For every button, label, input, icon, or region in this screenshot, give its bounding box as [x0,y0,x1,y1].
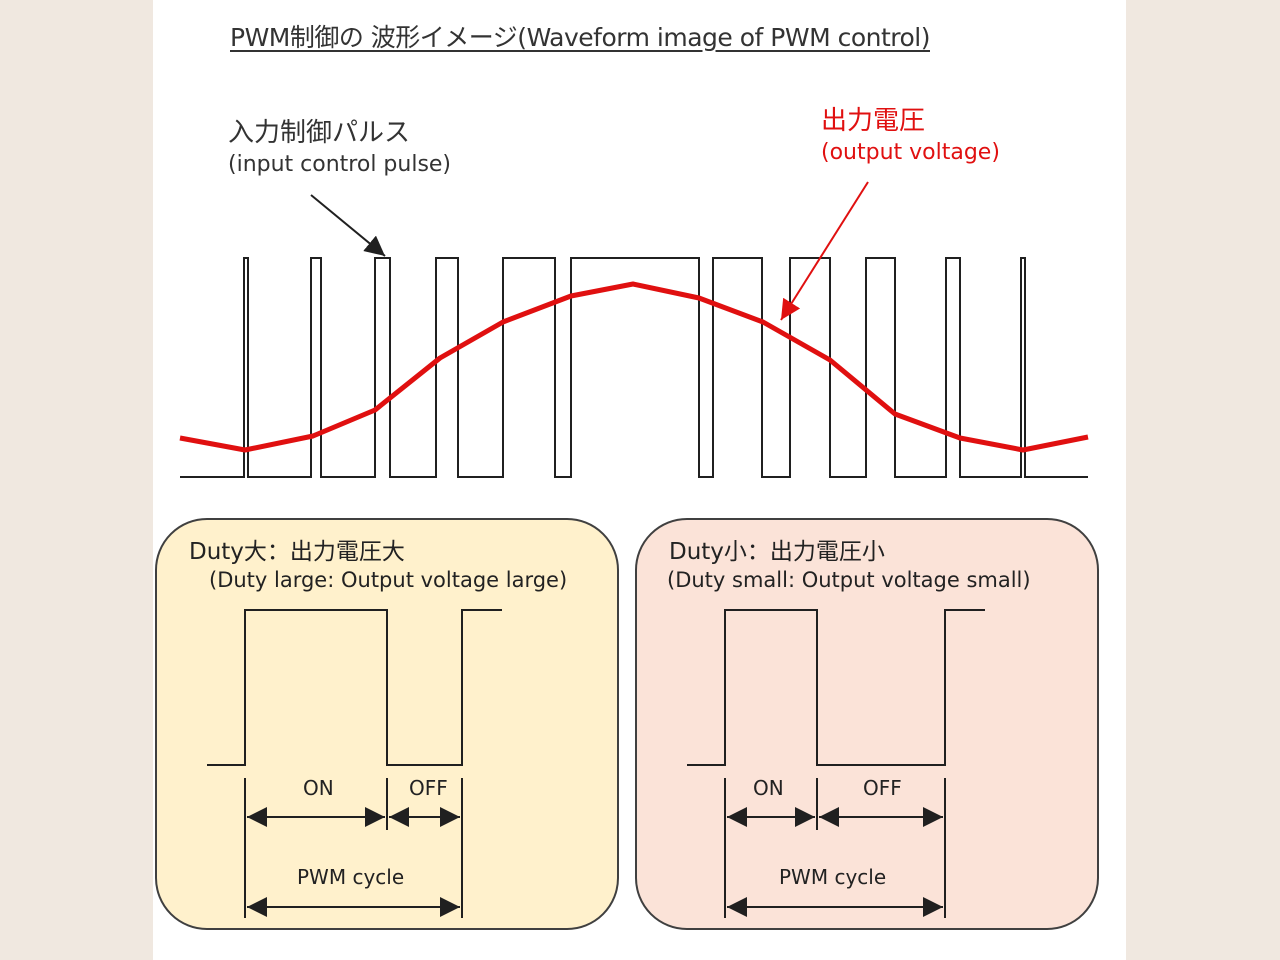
duty-large-title: Duty大：出力電圧大 [189,539,405,565]
pwm-waveform [179,181,1089,478]
pwm-cycle-label: PWM cycle [297,865,405,889]
output-voltage-label: 出力電圧 [821,106,926,136]
duty-small-waveform [687,609,985,918]
output-voltage-curve [179,281,1089,453]
input-pulse-label: 入力制御パルス [228,118,411,148]
pwm-cycle-label: PWM cycle [779,865,887,889]
on-label: ON [303,776,334,800]
duty-large-subtitle: (Duty large: Output voltage large) [209,568,568,592]
input-pulse-label-en: (input control pulse) [228,152,452,177]
input-pulse-pointer-arrow [310,194,386,257]
output-voltage-pointer-arrow [780,181,869,321]
duty-small-panel: Duty小：出力電圧小 (Duty small: Output voltage … [635,518,1099,930]
duty-small-subtitle: (Duty small: Output voltage small) [667,568,1031,592]
duty-large-panel: Duty大：出力電圧大 (Duty large: Output voltage … [155,518,619,930]
off-label: OFF [409,776,448,800]
input-pulse-train [180,257,1088,478]
diagram-title: PWM制御の 波形イメージ(Waveform image of PWM cont… [230,23,931,52]
on-label: ON [753,776,784,800]
duty-small-title: Duty小：出力電圧小 [669,539,885,565]
duty-large-waveform [207,609,502,918]
off-label: OFF [863,776,902,800]
diagram-canvas: PWM制御の 波形イメージ(Waveform image of PWM cont… [153,0,1126,960]
output-voltage-label-en: (output voltage) [821,140,1000,165]
